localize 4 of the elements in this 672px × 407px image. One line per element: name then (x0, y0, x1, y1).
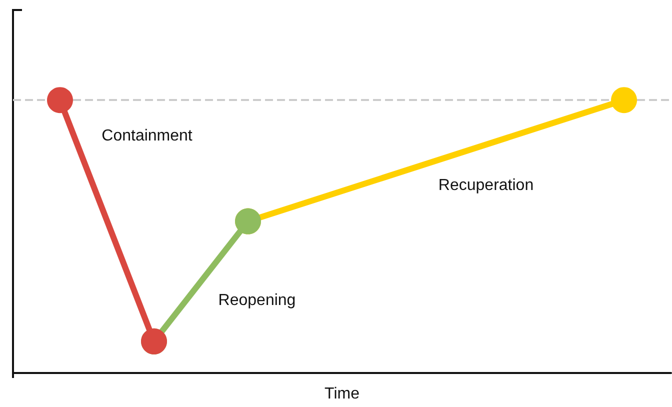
x-axis-title: Time (324, 386, 360, 402)
series-label: Recuperation (438, 177, 534, 194)
series-label: Containment (102, 127, 193, 144)
series-label: Reopening (218, 292, 296, 309)
